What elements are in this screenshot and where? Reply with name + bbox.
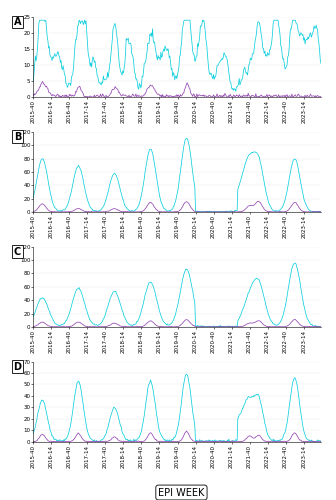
Text: C: C bbox=[14, 246, 21, 256]
Text: EPI WEEK: EPI WEEK bbox=[158, 488, 205, 498]
Text: D: D bbox=[13, 362, 22, 372]
Text: B: B bbox=[14, 132, 21, 142]
Text: A: A bbox=[14, 17, 21, 27]
